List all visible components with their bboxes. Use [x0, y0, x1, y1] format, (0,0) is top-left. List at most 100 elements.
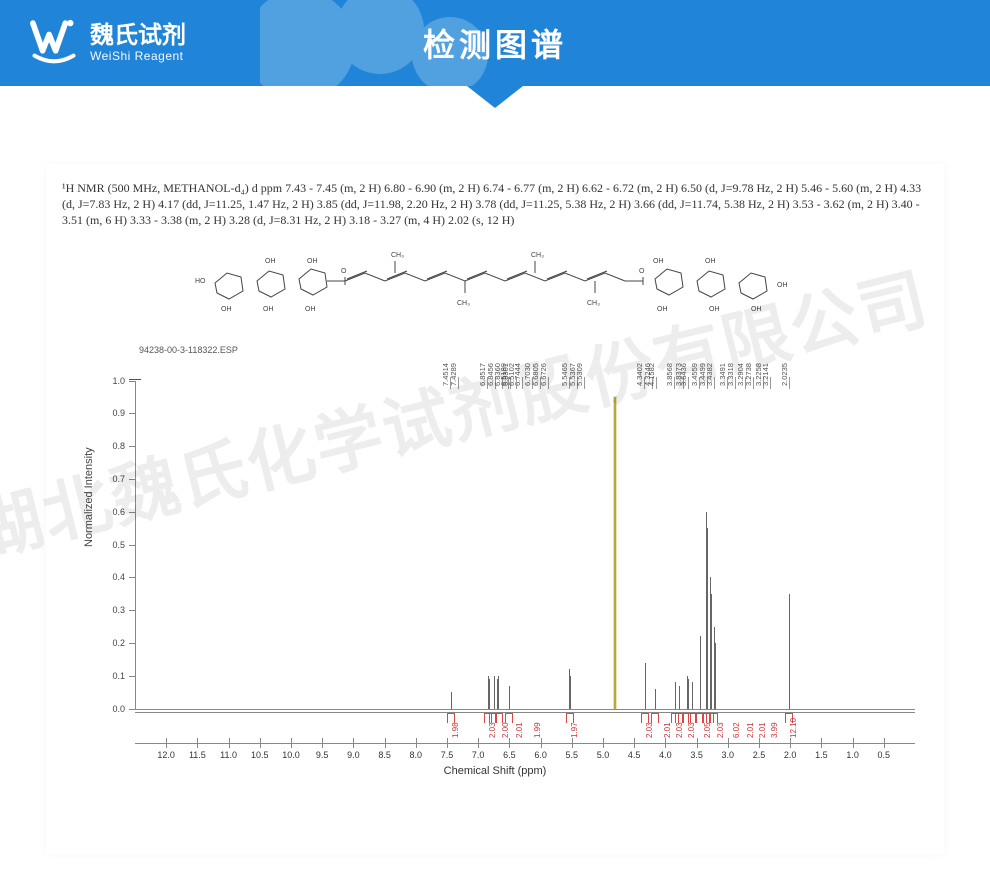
svg-text:CH₃: CH₃: [457, 300, 470, 307]
y-tick: [129, 512, 135, 513]
nmr-chart: 94238-00-3-118322.ESP Normalized Intensi…: [65, 337, 925, 837]
x-tick: [603, 743, 604, 748]
x-tick-label: 3.5: [690, 750, 703, 760]
chemical-structure: HO OHOH OHOHOH CH₃CH₃ CH₃CH₃ OO OHOH OHO…: [185, 233, 805, 333]
header-chevron-icon: [467, 86, 523, 108]
y-tick-label: 0.1: [112, 671, 125, 681]
x-tick-label: 2.5: [753, 750, 766, 760]
nmr-peak: [688, 679, 689, 709]
x-tick-label: 5.0: [597, 750, 610, 760]
nmr-peak: [707, 528, 708, 708]
x-tick-label: 6.5: [503, 750, 516, 760]
y-tick-label: 0.8: [112, 441, 125, 451]
svg-text:O: O: [341, 268, 347, 275]
nmr-peak: [498, 676, 499, 709]
svg-text:CH₃: CH₃: [587, 300, 600, 307]
x-tick: [385, 743, 386, 748]
integral-label: 2.03: [675, 722, 684, 738]
integral-label: 2.03: [687, 722, 696, 738]
y-tick-label: 0.5: [112, 540, 125, 550]
x-tick: [790, 743, 791, 748]
y-tick: [129, 381, 135, 382]
y-tick-label: 0.3: [112, 605, 125, 615]
x-tick-label: 10.0: [282, 750, 300, 760]
y-tick-label: 1.0: [112, 376, 125, 386]
nmr-peak: [494, 676, 495, 709]
nmr-peak: [715, 643, 716, 709]
integral-label: 2.01: [515, 722, 524, 738]
x-tick-label: 8.0: [410, 750, 423, 760]
svg-text:OH: OH: [751, 306, 762, 313]
peak-top-label: 3.2141: [761, 363, 770, 386]
y-tick: [129, 577, 135, 578]
sample-label: 94238-00-3-118322.ESP: [139, 345, 238, 355]
svg-text:OH: OH: [265, 258, 276, 265]
integral-label: 2.03: [488, 722, 497, 738]
x-tick: [665, 743, 666, 748]
y-tick: [129, 676, 135, 677]
y-tick: [129, 446, 135, 447]
nmr-peak: [570, 676, 571, 709]
x-tick-label: 1.0: [846, 750, 859, 760]
peak-top-label: 4.1582: [647, 363, 656, 386]
x-tick-label: 2.0: [784, 750, 797, 760]
x-tick: [572, 743, 573, 748]
x-tick-label: 4.0: [659, 750, 672, 760]
baseline: [135, 709, 915, 710]
peak-top-label: 2.0235: [780, 363, 789, 386]
logo-en: WeiShi Reagent: [90, 50, 186, 63]
x-tick: [260, 743, 261, 748]
y-tick-label: 0.7: [112, 474, 125, 484]
y-tick-label: 0.6: [112, 507, 125, 517]
nmr-peak: [645, 676, 646, 709]
svg-text:OH: OH: [657, 306, 668, 313]
nmr-peak: [655, 689, 656, 709]
x-tick: [728, 743, 729, 748]
y-axis: [135, 381, 136, 709]
integral-region: [495, 713, 503, 723]
y-tick: [129, 545, 135, 546]
svg-text:OH: OH: [709, 306, 720, 313]
x-tick-label: 9.5: [316, 750, 329, 760]
x-tick: [322, 743, 323, 748]
x-tick-label: 4.5: [628, 750, 641, 760]
integral-label: 3.99: [770, 722, 779, 738]
svg-text:OH: OH: [305, 306, 316, 313]
flask-w-logo-icon: [28, 15, 80, 72]
integral-region: [651, 713, 659, 723]
x-tick-label: 11.0: [220, 750, 237, 760]
x-tick: [197, 743, 198, 748]
y-tick-label: 0.0: [112, 704, 125, 714]
x-tick-label: 9.0: [347, 750, 360, 760]
svg-text:HO: HO: [195, 278, 206, 285]
x-tick: [353, 743, 354, 748]
nmr-peak: [789, 594, 790, 709]
x-tick-label: 0.5: [878, 750, 891, 760]
peak-top-label: 3.8568: [665, 363, 674, 386]
x-tick: [853, 743, 854, 748]
x-tick: [697, 743, 698, 748]
x-tick: [634, 743, 635, 748]
integral-region: [505, 713, 513, 723]
integral-label: 12.10: [789, 718, 798, 738]
x-tick: [759, 743, 760, 748]
integral-label: 2.03: [645, 722, 654, 738]
integral-label: 2.03: [716, 722, 725, 738]
integral-label: 2.00: [501, 722, 510, 738]
x-tick: [229, 743, 230, 748]
x-tick-label: 12.0: [157, 750, 175, 760]
peak-top-label: 3.3318: [726, 363, 735, 386]
x-tick-label: 10.5: [251, 750, 269, 760]
x-axis-title: Chemical Shift (ppm): [444, 765, 547, 777]
peak-top-label: 6.5102: [507, 363, 516, 386]
svg-text:OH: OH: [263, 306, 274, 313]
y-tick: [129, 479, 135, 480]
nmr-description: ¹H NMR (500 MHz, METHANOL-d₄) d ppm 7.43…: [60, 176, 930, 229]
nmr-peak: [451, 692, 452, 708]
x-tick: [509, 743, 510, 748]
x-tick: [416, 743, 417, 748]
y-tick-label: 0.9: [112, 408, 125, 418]
nmr-peak: [614, 397, 616, 709]
peak-top-label: 7.4289: [449, 363, 458, 386]
x-tick-label: 3.0: [722, 750, 735, 760]
